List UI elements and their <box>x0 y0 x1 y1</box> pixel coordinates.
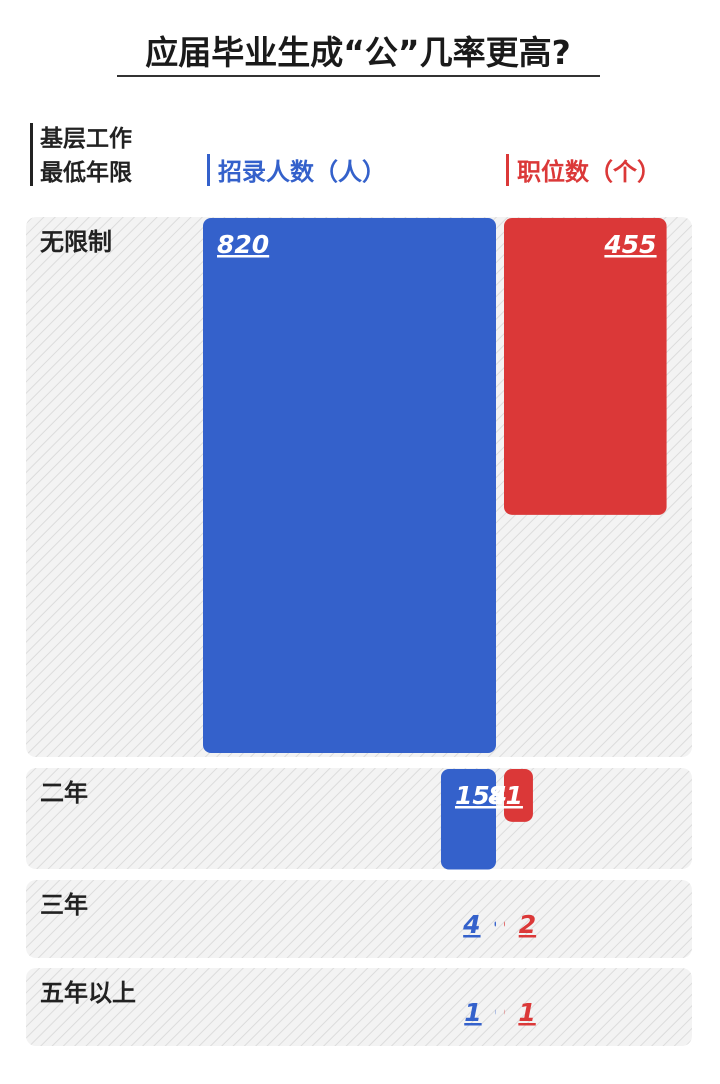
value-label-recruits: 1 <box>464 998 481 1027</box>
bar-positions <box>504 921 505 927</box>
bar-positions <box>504 218 667 515</box>
category-label: 二年 <box>40 778 88 807</box>
value-label-positions: 455 <box>603 230 656 259</box>
bar-recruits <box>494 921 496 927</box>
legend-label-recruits: 招录人数（人） <box>218 157 386 186</box>
bar-recruits <box>203 218 496 753</box>
value-label-recruits: 4 <box>462 910 480 939</box>
value-label-positions: 1 <box>518 998 535 1027</box>
value-label-positions: 2 <box>519 910 536 939</box>
value-label-recruits: 154 <box>455 781 507 810</box>
bar-recruits <box>440 769 496 870</box>
category-label: 无限制 <box>40 227 112 256</box>
legend-label-positions: 职位数（个） <box>517 157 661 186</box>
row-header-marker <box>30 123 33 186</box>
category-band <box>26 880 692 958</box>
row-header-line-1: 基层工作 <box>40 125 132 152</box>
row-header-line-2: 最低年限 <box>40 159 132 186</box>
value-label-positions: 81 <box>488 781 523 810</box>
bar-positions <box>504 769 533 822</box>
value-label-recruits: 820 <box>217 230 269 259</box>
category-label: 三年 <box>40 890 88 919</box>
category-label: 五年以上 <box>40 978 136 1007</box>
legend-marker-positions <box>506 154 509 186</box>
legend-marker-recruits <box>207 154 210 186</box>
category-band <box>26 968 692 1046</box>
category-band <box>26 768 692 869</box>
chart-title: 应届毕业生成“公”几率更高? <box>145 33 571 72</box>
